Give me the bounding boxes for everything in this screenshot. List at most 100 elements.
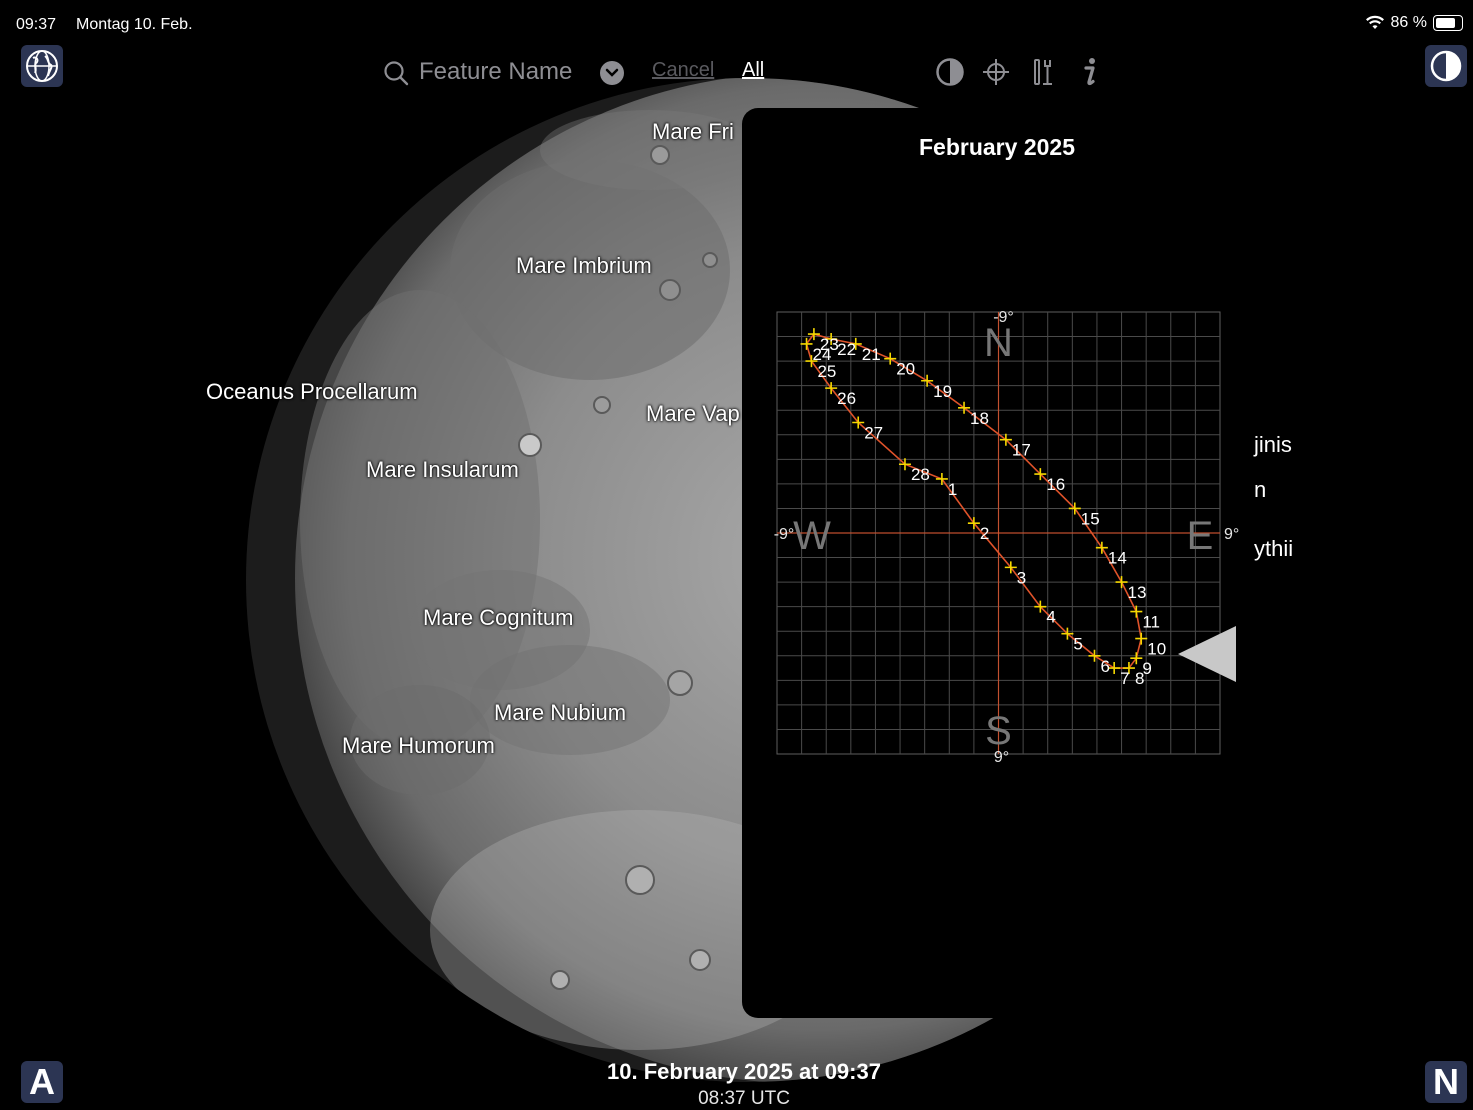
status-indicators: 86 % xyxy=(1365,14,1463,32)
label-mare-vaporum[interactable]: Mare Vap xyxy=(646,401,740,426)
all-button[interactable]: All xyxy=(742,59,765,81)
axis-value-north: -9° xyxy=(993,309,1014,326)
day-label: 14 xyxy=(1108,549,1127,568)
utc-time: 08:37 UTC xyxy=(698,1088,790,1109)
label-mare-marginis-partial[interactable]: jinis xyxy=(1254,432,1292,457)
tools-button[interactable] xyxy=(1026,54,1062,90)
label-mare-insularum[interactable]: Mare Insularum xyxy=(366,457,519,482)
day-marker xyxy=(1108,662,1121,675)
globe-icon xyxy=(26,50,58,82)
contrast-tool-button[interactable] xyxy=(932,54,968,90)
day-label: 23 xyxy=(820,335,839,354)
observation-date-time[interactable]: 10. February 2025 at 09:37 xyxy=(607,1059,881,1084)
day-marker xyxy=(800,337,813,350)
battery-percent: 86 % xyxy=(1390,14,1427,31)
day-marker xyxy=(1034,468,1047,481)
crater xyxy=(593,396,611,414)
day-label: 20 xyxy=(896,360,915,379)
crater xyxy=(702,252,718,268)
axis-label-east: E xyxy=(1187,514,1214,558)
label-mare-nubium[interactable]: Mare Nubium xyxy=(494,700,627,725)
label-partial[interactable]: n xyxy=(1254,477,1267,502)
crosshair-icon xyxy=(983,59,1009,85)
axis-value-west: -9° xyxy=(774,526,795,543)
day-marker xyxy=(849,337,862,350)
mode-a-button[interactable]: A xyxy=(21,1061,63,1103)
day-label: 8 xyxy=(1135,669,1144,688)
day-label: 28 xyxy=(911,465,930,484)
day-marker xyxy=(825,333,838,346)
day-marker xyxy=(1122,662,1135,675)
day-label: 6 xyxy=(1100,657,1109,676)
axis-label-west: W xyxy=(793,514,831,558)
axis-label-south: S xyxy=(985,709,1012,753)
axis-value-south: 9° xyxy=(994,749,1009,766)
day-label: 3 xyxy=(1017,568,1026,587)
contrast-icon xyxy=(936,58,964,86)
label-mare-frigoris[interactable]: Mare Fri xyxy=(652,119,734,144)
day-marker xyxy=(958,401,971,414)
libration-panel: February 2025 N S W E -9° 9° -9° 9° 1 2 3 4 5 6 7 8 9 10… xyxy=(742,108,1252,1018)
day-label: 16 xyxy=(1046,475,1065,494)
info-button[interactable] xyxy=(1072,54,1108,90)
day-marker xyxy=(1135,632,1148,645)
crater-copernicus xyxy=(518,433,542,457)
battery-fill xyxy=(1436,18,1455,28)
mare-humorum-shape xyxy=(350,685,490,795)
tools-icon xyxy=(1034,59,1052,85)
day-label: 19 xyxy=(933,382,952,401)
crosshair-button[interactable] xyxy=(978,54,1014,90)
day-marker xyxy=(852,416,865,429)
day-label: 10 xyxy=(1147,640,1166,659)
axis-label-north: N xyxy=(984,321,1013,365)
day-marker xyxy=(935,472,948,485)
mare-imbrium-shape xyxy=(450,160,730,380)
crater-tycho xyxy=(625,865,655,895)
chevron-down-icon xyxy=(605,68,619,77)
libration-path xyxy=(805,333,1143,669)
day-marker xyxy=(1034,600,1047,613)
day-marker xyxy=(967,517,980,530)
day-label: 7 xyxy=(1120,669,1129,688)
day-marker xyxy=(1130,605,1143,618)
crater xyxy=(650,145,670,165)
search-icon[interactable] xyxy=(383,60,409,86)
north-button[interactable]: N xyxy=(1425,1061,1467,1103)
label-mare-imbrium[interactable]: Mare Imbrium xyxy=(516,253,652,278)
label-mare-cognitum[interactable]: Mare Cognitum xyxy=(423,605,574,630)
label-oceanus-procellarum[interactable]: Oceanus Procellarum xyxy=(206,379,418,404)
day-label: 1 xyxy=(948,480,957,499)
label-mare-smythii-partial[interactable]: ythii xyxy=(1254,536,1294,561)
day-label: 26 xyxy=(837,389,856,408)
search-input[interactable]: Feature Name xyxy=(419,58,573,85)
label-mare-humorum[interactable]: Mare Humorum xyxy=(342,733,495,758)
crater xyxy=(659,279,681,301)
day-marker xyxy=(1115,576,1128,589)
view-mode-button[interactable] xyxy=(1425,45,1467,87)
crater xyxy=(550,970,570,990)
search-dropdown-button[interactable] xyxy=(600,61,624,85)
day-label: 2 xyxy=(980,524,989,543)
day-label: 25 xyxy=(817,362,836,381)
day-marker xyxy=(1068,502,1081,515)
day-marker xyxy=(1130,652,1143,665)
day-marker xyxy=(898,458,911,471)
day-label: 17 xyxy=(1012,441,1031,460)
day-marker xyxy=(807,328,820,341)
day-label: 18 xyxy=(970,409,989,428)
crater xyxy=(667,670,693,696)
day-label: 4 xyxy=(1046,608,1055,627)
cancel-button[interactable]: Cancel xyxy=(652,59,715,81)
panel-title: February 2025 xyxy=(919,134,1075,160)
day-marker xyxy=(921,374,934,387)
mare-frigoris-shape xyxy=(540,110,760,190)
info-icon xyxy=(1084,58,1095,86)
axis-value-east: 9° xyxy=(1224,526,1239,543)
day-label: 5 xyxy=(1073,635,1082,654)
day-marker xyxy=(1061,627,1074,640)
crater xyxy=(689,949,711,971)
globe-button[interactable] xyxy=(21,45,63,87)
